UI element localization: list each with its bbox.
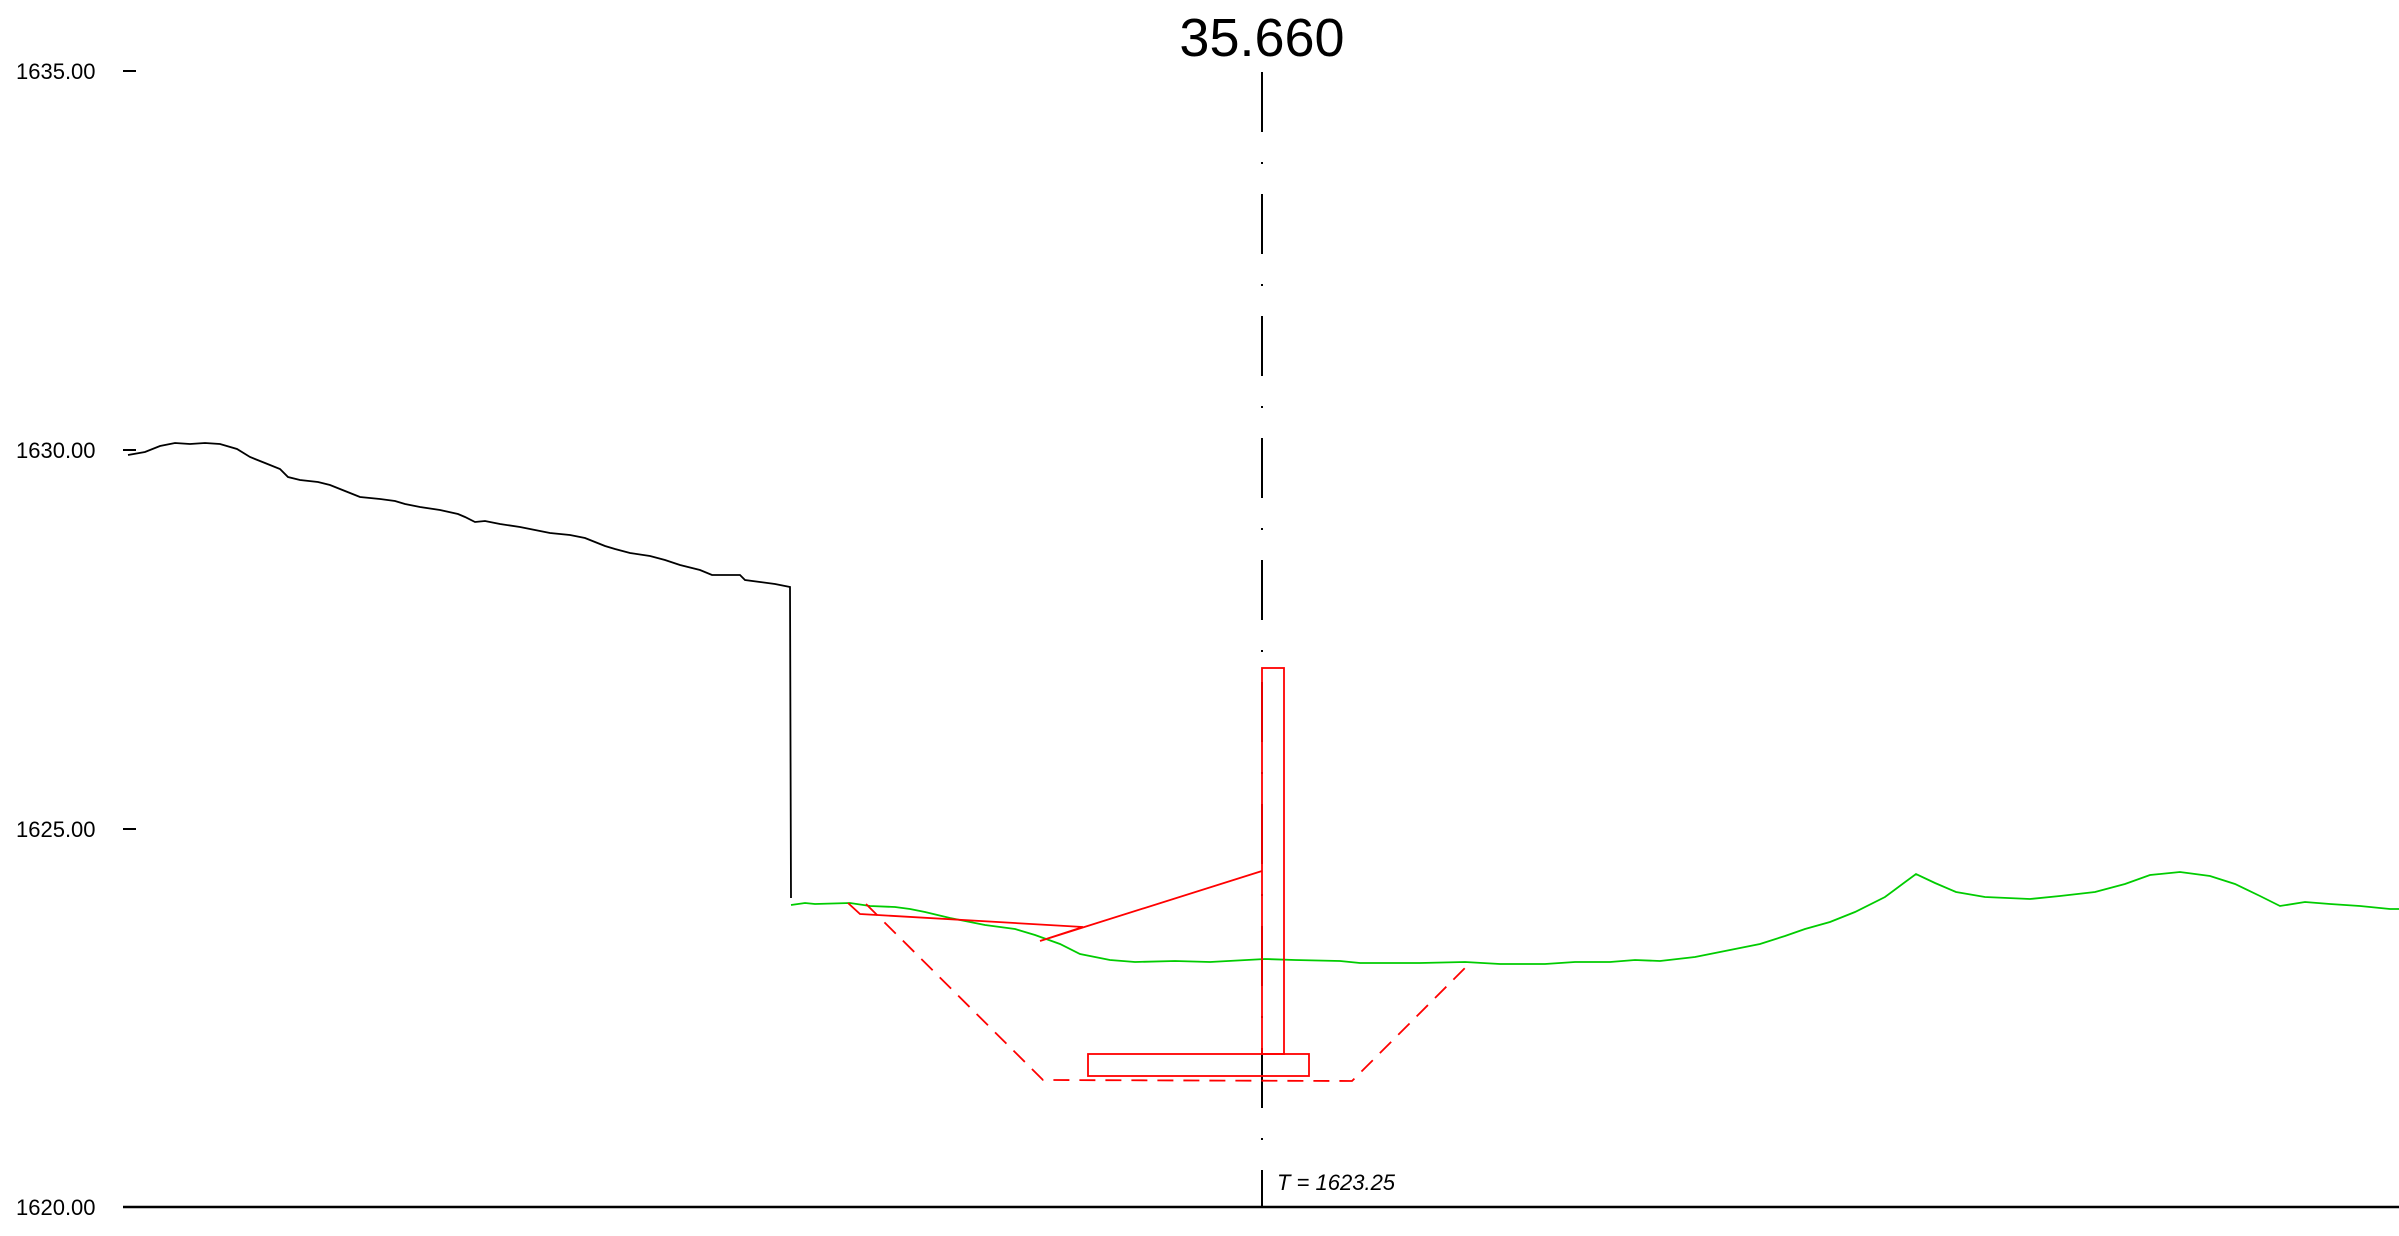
axis-label-1625: 1625.00 bbox=[16, 817, 96, 842]
excavation-limit bbox=[865, 903, 1471, 1082]
level-label: T = 1623.25 bbox=[1277, 1170, 1396, 1195]
wall-footing bbox=[1087, 1053, 1310, 1077]
axis-label-1630: 1630.00 bbox=[16, 438, 96, 463]
backfill-slope bbox=[847, 870, 1263, 942]
original-ground-line bbox=[127, 442, 792, 899]
station-label: 35.660 bbox=[1179, 8, 1344, 68]
elevation-axis: 1635.00 1630.00 1625.00 1620.00 bbox=[16, 59, 2399, 1220]
existing-ground-line bbox=[790, 871, 2399, 965]
axis-label-1620: 1620.00 bbox=[16, 1195, 96, 1220]
axis-label-1635: 1635.00 bbox=[16, 59, 96, 84]
wall-stem bbox=[1261, 667, 1285, 1055]
design-elements bbox=[847, 667, 1471, 1082]
